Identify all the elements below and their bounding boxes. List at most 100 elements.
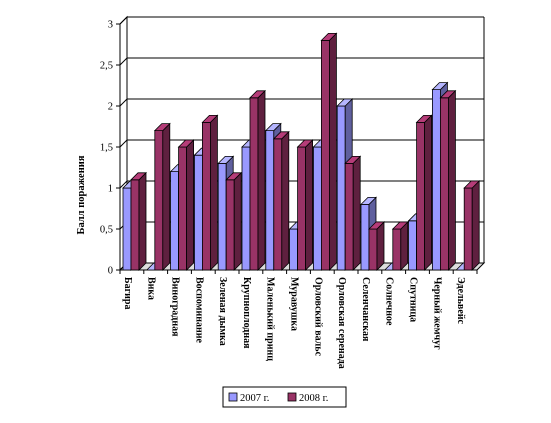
bar bbox=[296, 139, 314, 271]
bar-top bbox=[153, 123, 171, 132]
bar-side bbox=[281, 130, 290, 271]
bar-front bbox=[241, 146, 251, 271]
bar bbox=[153, 122, 171, 271]
gridline-depth bbox=[119, 180, 128, 189]
bar-side bbox=[162, 122, 171, 271]
legend-label: 2008 г. bbox=[299, 393, 328, 404]
gridline-depth bbox=[119, 57, 128, 66]
x-tick-label: Зеленая дымка bbox=[217, 277, 228, 346]
bar-top bbox=[296, 139, 314, 148]
bar-front bbox=[249, 97, 259, 271]
bar-side bbox=[138, 171, 147, 271]
bar-top bbox=[360, 196, 377, 205]
gridline-depth bbox=[119, 98, 128, 107]
bar-top bbox=[201, 115, 219, 123]
x-tick-label: Орловский вальс bbox=[312, 277, 323, 357]
x-tick-label: Спутница bbox=[408, 277, 419, 322]
bar-top bbox=[264, 123, 282, 132]
bar-front bbox=[289, 228, 299, 271]
x-tick-label: Маленький принц bbox=[265, 277, 276, 361]
bar bbox=[368, 221, 385, 271]
bar-top bbox=[463, 180, 481, 189]
bar-top bbox=[225, 172, 243, 181]
bar-top bbox=[391, 221, 409, 230]
bar-top bbox=[130, 172, 147, 181]
legend-box bbox=[222, 386, 347, 408]
bar-front bbox=[273, 138, 283, 271]
bar-front bbox=[344, 162, 354, 271]
bar-side bbox=[376, 221, 385, 271]
gridline-depth bbox=[119, 139, 128, 148]
bars bbox=[122, 32, 481, 271]
bar bbox=[463, 180, 481, 271]
bar bbox=[177, 139, 195, 271]
bar-front bbox=[439, 97, 449, 271]
bar bbox=[439, 89, 457, 271]
bar-front bbox=[217, 162, 227, 271]
x-tick-labels: Багира Вика Виноградная Воспоминание Зеленая… bbox=[122, 277, 466, 369]
bar-top bbox=[320, 33, 338, 41]
x-tick-label: Орловская серенада bbox=[336, 277, 347, 369]
bar bbox=[320, 32, 338, 271]
legend-label: 2007 г. bbox=[240, 393, 269, 404]
bar bbox=[225, 171, 243, 271]
bar-top bbox=[217, 155, 235, 164]
legend: 2007 г. 2008 г. bbox=[222, 386, 347, 408]
x-tick-label: Багира bbox=[122, 277, 133, 309]
bar-side bbox=[209, 114, 218, 271]
bar bbox=[415, 114, 433, 271]
bar-side bbox=[424, 114, 433, 271]
bar bbox=[130, 171, 147, 271]
bar-side bbox=[257, 89, 266, 271]
legend-swatch bbox=[228, 392, 238, 402]
y-tick-label: 0,5 bbox=[100, 225, 113, 236]
bar-top bbox=[344, 155, 362, 164]
y-axis-label: Балл поражения bbox=[76, 155, 87, 234]
bar-side bbox=[233, 171, 242, 271]
x-tick-label: Воспоминание bbox=[193, 277, 204, 344]
bar-front bbox=[431, 89, 441, 271]
bar-front bbox=[312, 146, 322, 271]
bar-top bbox=[177, 139, 195, 148]
bar bbox=[201, 114, 219, 271]
bar-front bbox=[130, 179, 140, 271]
bar bbox=[344, 155, 362, 271]
x-tick-label: Вика bbox=[146, 277, 157, 300]
bar-front bbox=[408, 220, 418, 271]
bar bbox=[272, 130, 290, 271]
bar-front bbox=[265, 130, 275, 271]
bar-side bbox=[471, 180, 480, 271]
bar-front bbox=[193, 154, 203, 271]
x-tick-label: Селенчанская bbox=[360, 277, 371, 342]
x-tick-label: Муравушка bbox=[289, 277, 300, 331]
bar-front bbox=[201, 122, 211, 271]
bar-top bbox=[272, 131, 290, 140]
bar-front bbox=[336, 105, 346, 271]
bar-front bbox=[416, 122, 426, 271]
bar-front bbox=[122, 187, 132, 271]
bar bbox=[249, 89, 266, 271]
bar-side bbox=[352, 155, 361, 271]
bar-front bbox=[320, 40, 330, 271]
y-tick-label: 3 bbox=[108, 20, 113, 31]
y-tick-label: 1 bbox=[108, 184, 113, 195]
bar-front bbox=[225, 179, 235, 271]
bar-front bbox=[463, 187, 473, 271]
bar-front bbox=[178, 146, 188, 271]
legend-swatch bbox=[287, 392, 297, 402]
x-tick-label: Эдельвейс bbox=[455, 277, 466, 325]
y-tick-label: 1,5 bbox=[100, 143, 113, 154]
bar-front bbox=[154, 130, 164, 271]
x-tick-label: Крупноплодная bbox=[241, 277, 252, 349]
bar-side bbox=[400, 221, 409, 271]
bar-side bbox=[186, 139, 195, 271]
bar-top bbox=[431, 82, 449, 90]
bar-top bbox=[439, 90, 457, 99]
y-tick-label: 2 bbox=[108, 102, 113, 113]
x-tick-label: Черный жемчуг bbox=[431, 277, 442, 350]
bar-front bbox=[170, 171, 180, 271]
bar-side bbox=[305, 139, 314, 271]
bar-top bbox=[336, 98, 354, 107]
